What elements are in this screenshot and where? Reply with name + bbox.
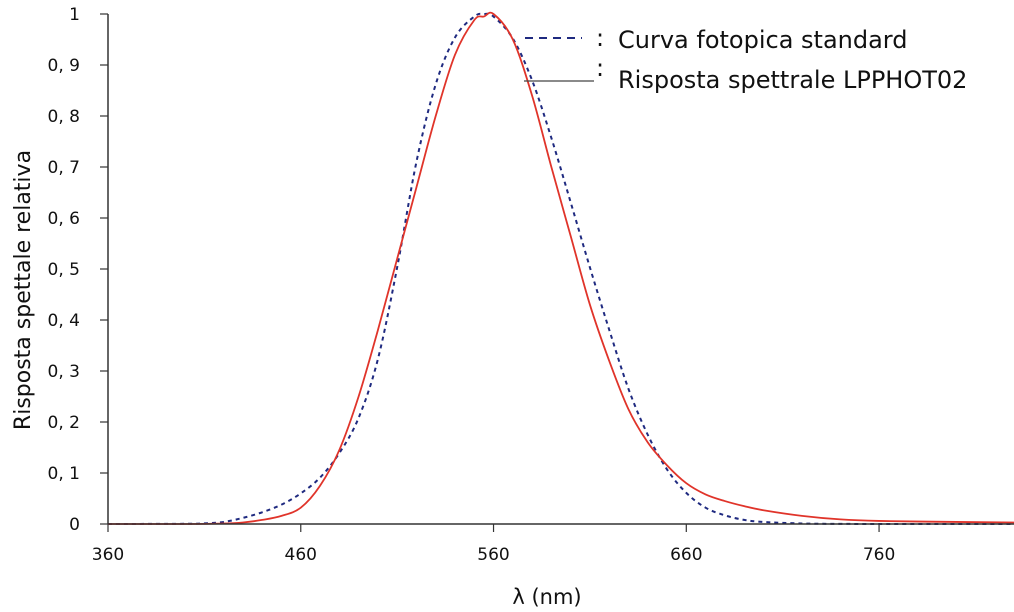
y-tick-label: 0, 4 xyxy=(48,311,80,331)
x-axis-ticks: 360 460 560 660 760 xyxy=(92,524,895,565)
x-tick-label: 460 xyxy=(285,545,317,565)
legend-label-photopic: Curva fotopica standard xyxy=(618,26,908,54)
y-tick-label: 0, 1 xyxy=(48,464,80,484)
x-tick-label: 760 xyxy=(863,545,895,565)
legend-item-photopic: : Curva fotopica standard xyxy=(525,24,908,54)
y-tick-label: 0, 3 xyxy=(48,362,80,382)
y-axis-ticks: 0 0, 1 0, 2 0, 3 0, 4 0, 5 0, 6 0, 7 0, 8 0, 9 1 xyxy=(48,5,108,535)
y-tick-label: 0, 7 xyxy=(48,158,80,178)
series-line-photopic xyxy=(107,12,1014,526)
legend-label-lpphot02: Risposta spettrale LPPHOT02 xyxy=(618,66,967,94)
legend-colon: : xyxy=(596,24,604,52)
legend-colon: : xyxy=(596,54,604,82)
x-tick-label: 360 xyxy=(92,545,124,565)
x-axis-label: λ (nm) xyxy=(512,585,581,609)
y-tick-label: 1 xyxy=(69,5,80,25)
y-tick-label: 0, 6 xyxy=(48,209,80,229)
x-tick-label: 660 xyxy=(670,545,702,565)
y-axis-label: Risposta spettale relativa xyxy=(11,150,36,430)
y-tick-label: 0, 2 xyxy=(48,413,80,433)
x-tick-label: 560 xyxy=(477,545,509,565)
y-tick-label: 0 xyxy=(69,515,80,535)
y-tick-label: 0, 9 xyxy=(48,56,80,76)
series-layer xyxy=(107,11,1014,526)
series-line-lpphot02 xyxy=(107,11,1014,525)
legend-item-lpphot02: : Risposta spettrale LPPHOT02 xyxy=(524,54,967,94)
y-tick-label: 0, 5 xyxy=(48,260,80,280)
legend: : Curva fotopica standard : Risposta spe… xyxy=(524,24,967,94)
y-tick-label: 0, 8 xyxy=(48,107,80,127)
